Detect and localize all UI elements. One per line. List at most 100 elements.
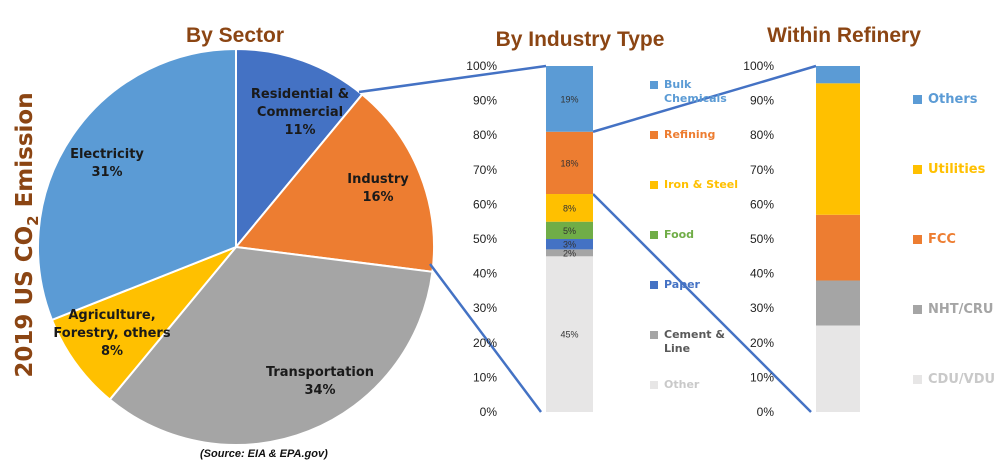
connector-line-1 <box>358 64 547 94</box>
y-tick-60: 60% <box>750 197 774 211</box>
refinery-bar-segments <box>816 66 860 412</box>
legend-label-fcc: FCC <box>928 232 956 247</box>
source-note: (Source: EIA & EPA.gov) <box>200 448 328 460</box>
refinery-legend: CDU/VDU NHT/CRU FCC Utilities Others <box>913 92 995 387</box>
pie-slice-industry <box>234 93 435 273</box>
segment-label-paper: 3% <box>563 240 576 250</box>
industry-segment-labels: 45% 2%3% 5% 8% 18% 19% <box>560 94 578 339</box>
pie-label-agriculture: Agriculture, Forestry, others 8% <box>53 308 170 359</box>
pie-label-residential: Residential & Commercial 11% <box>251 87 349 138</box>
refinery-y-axis: 0% 10% 20% 30% 40% 50% 60% 70% 80% 90% 100% <box>743 59 774 419</box>
pie-slice-agriculture <box>50 246 237 401</box>
pie-slices <box>37 47 435 446</box>
legend-swatch-iron-steel <box>650 181 658 189</box>
vertical-title-subscript: 2 <box>24 215 42 225</box>
legend-label-paper: Paper <box>664 278 701 291</box>
y-tick-60: 60% <box>473 197 497 211</box>
legend-label-others: Others <box>928 92 978 107</box>
legend-label-nht-cru: NHT/CRU <box>928 302 993 317</box>
legend-label-cdu-vdu: CDU/VDU <box>928 372 995 387</box>
y-tick-70: 70% <box>750 163 774 177</box>
legend-swatch-utilities <box>913 165 922 174</box>
segment-label-bulk-chemicals: 19% <box>560 94 578 104</box>
connector-lines <box>358 64 817 413</box>
y-tick-40: 40% <box>473 267 497 281</box>
legend-label-cement-line: Cement & Line <box>664 328 725 355</box>
bar-segment-refining <box>546 131 593 195</box>
pie-slice-electricity <box>37 47 237 322</box>
pie-label-industry: Industry 16% <box>347 172 409 205</box>
y-tick-20: 20% <box>750 336 774 350</box>
y-tick-20: 20% <box>473 336 497 350</box>
y-tick-90: 90% <box>473 94 497 108</box>
y-tick-40: 40% <box>750 267 774 281</box>
segment-label-food: 5% <box>563 226 576 236</box>
y-tick-0: 0% <box>757 405 775 419</box>
y-tick-100: 100% <box>466 59 497 73</box>
refinery-chart-title: Within Refinery <box>767 24 921 47</box>
legend-label-food: Food <box>664 228 694 241</box>
bar-segment-other <box>546 256 593 412</box>
bar-segment-utilities <box>816 83 860 215</box>
industry-y-axis: 0% 10% 20% 30% 40% 50% 60% 70% 80% 90% 100% <box>466 59 497 419</box>
legend-swatch-fcc <box>913 235 922 244</box>
industry-bar-segments <box>546 66 593 412</box>
connector-line-3 <box>592 64 817 133</box>
connector-line-4 <box>592 193 812 413</box>
legend-swatch-bulk-chemicals <box>650 81 658 89</box>
legend-swatch-nht-cru <box>913 305 922 314</box>
legend-swatch-paper <box>650 281 658 289</box>
bar-segment-paper <box>546 239 593 250</box>
bar-segment-cdu-vdu <box>816 325 860 412</box>
legend-swatch-food <box>650 231 658 239</box>
bar-segment-fcc <box>816 214 860 281</box>
industry-chart-title: By Industry Type <box>496 28 665 51</box>
y-tick-30: 30% <box>473 301 497 315</box>
legend-label-iron-steel: Iron & Steel <box>664 178 738 191</box>
segment-label-cement-line: 2% <box>563 248 576 258</box>
legend-label-other: Other <box>664 378 700 391</box>
y-tick-50: 50% <box>750 232 774 246</box>
bar-segment-others <box>816 66 860 84</box>
legend-swatch-cdu-vdu <box>913 375 922 384</box>
segment-label-iron-steel: 8% <box>563 203 576 213</box>
sector-pie-chart: By Sector Residential & Commercial 11% Indu… <box>37 24 435 446</box>
y-tick-0: 0% <box>480 405 498 419</box>
connector-line-2 <box>429 263 542 413</box>
legend-swatch-others <box>913 95 922 104</box>
vertical-title: 2019 US CO2 Emission <box>12 92 42 377</box>
legend-label-bulk-chemicals: Bulk Chemicals <box>664 78 727 105</box>
bar-segment-cement-line <box>546 249 593 257</box>
y-tick-50: 50% <box>473 232 497 246</box>
industry-type-chart: By Industry Type 0% 10% 20% 30% 40% 50% 60% 70%… <box>466 28 738 419</box>
y-tick-80: 80% <box>750 128 774 142</box>
y-tick-30: 30% <box>750 301 774 315</box>
pie-label-electricity: Electricity 31% <box>70 147 144 180</box>
legend-swatch-refining <box>650 131 658 139</box>
bar-segment-nht-cru <box>816 280 860 326</box>
y-tick-10: 10% <box>750 370 774 384</box>
segment-label-other: 45% <box>560 330 578 340</box>
y-tick-10: 10% <box>473 370 497 384</box>
y-tick-80: 80% <box>473 128 497 142</box>
refinery-chart: Within Refinery 0% 10% 20% 30% 40% 50% 60% 70% 8… <box>743 24 995 419</box>
pie-slice-transportation <box>108 245 434 446</box>
legend-label-refining: Refining <box>664 128 715 141</box>
pie-labels: Residential & Commercial 11% Industry 16% Tra… <box>53 87 409 398</box>
bar-segment-food <box>546 221 593 239</box>
y-tick-90: 90% <box>750 94 774 108</box>
y-tick-100: 100% <box>743 59 774 73</box>
segment-label-refining: 18% <box>560 158 578 168</box>
legend-swatch-other <box>650 381 658 389</box>
legend-label-utilities: Utilities <box>928 162 986 177</box>
bar-segment-iron-steel <box>546 194 593 222</box>
industry-legend: Other Cement & Line Paper Food Iron & Steel Re… <box>650 78 738 391</box>
y-tick-70: 70% <box>473 163 497 177</box>
pie-label-transportation: Transportation 34% <box>266 365 374 398</box>
pie-slice-residential <box>235 47 364 250</box>
bar-segment-bulk-chemicals <box>546 66 593 132</box>
pie-title: By Sector <box>186 24 284 47</box>
vertical-title-suffix: Emission <box>12 92 38 215</box>
legend-swatch-cement-line <box>650 331 658 339</box>
